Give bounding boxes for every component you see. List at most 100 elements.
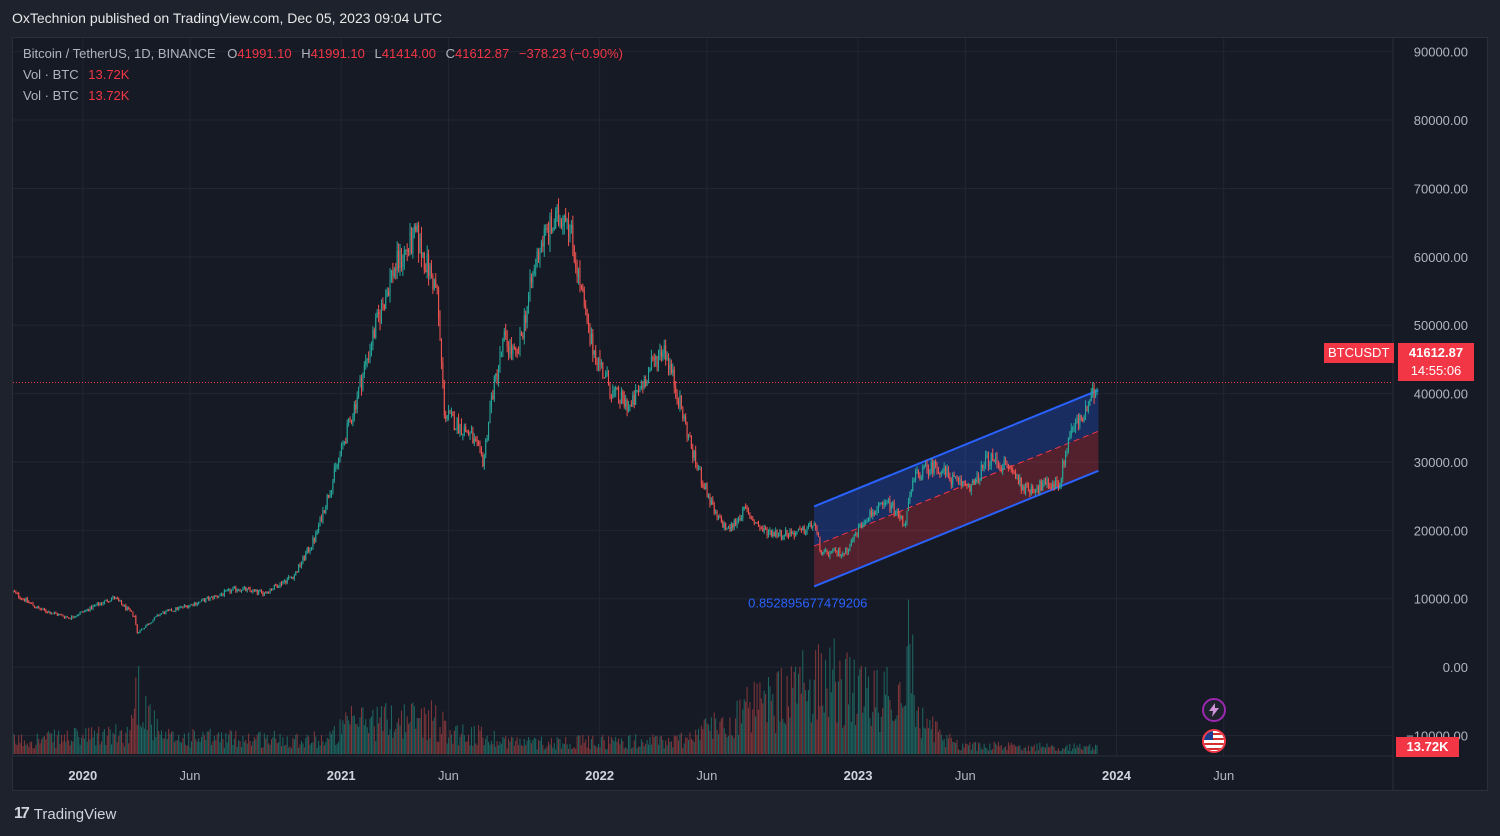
volume-bar bbox=[355, 723, 357, 754]
candle-body bbox=[235, 587, 237, 592]
candle-body bbox=[465, 426, 467, 432]
volume-bar bbox=[96, 733, 98, 754]
volume-bar bbox=[215, 740, 217, 754]
candle-body bbox=[1080, 415, 1082, 419]
candle-body bbox=[1017, 476, 1019, 484]
volume-label[interactable]: Vol · BTC bbox=[23, 88, 79, 103]
volume-bar bbox=[266, 735, 268, 754]
candle-body bbox=[870, 510, 872, 517]
candle-body bbox=[469, 432, 471, 436]
volume-bar bbox=[957, 749, 959, 754]
volume-bar bbox=[796, 703, 798, 754]
candle-body bbox=[176, 607, 178, 610]
candle-body bbox=[166, 609, 168, 611]
volume-bar bbox=[462, 724, 464, 754]
lightning-event-icon[interactable] bbox=[1202, 698, 1226, 722]
volume-bar bbox=[580, 745, 582, 754]
last-price-tag: 41612.87 14:55:06 bbox=[1398, 343, 1474, 381]
candle-body bbox=[428, 253, 430, 277]
symbol-title[interactable]: Bitcoin / TetherUS, 1D, BINANCE bbox=[23, 46, 216, 61]
volume-bar bbox=[449, 730, 451, 754]
volume-bar bbox=[1009, 745, 1011, 754]
volume-bar bbox=[568, 748, 570, 754]
volume-bar bbox=[702, 729, 704, 754]
chart-canvas[interactable]: 0.852895677479206 90000.0080000.0070000.… bbox=[13, 38, 1487, 790]
volume-bar bbox=[289, 746, 291, 754]
candle-body bbox=[762, 528, 764, 532]
candle-body bbox=[1050, 487, 1052, 489]
volume-bar bbox=[159, 734, 161, 754]
volume-bar bbox=[392, 737, 394, 754]
volume-bar bbox=[1035, 751, 1037, 754]
candle-body bbox=[500, 351, 502, 353]
volume-bar bbox=[976, 750, 978, 754]
volume-bar bbox=[1042, 746, 1044, 754]
candle-body bbox=[822, 551, 824, 555]
candle-body bbox=[807, 526, 809, 529]
volume-bar bbox=[179, 741, 181, 754]
volume-bar bbox=[1066, 745, 1068, 754]
candle-body bbox=[817, 532, 819, 537]
volume-bar bbox=[810, 722, 812, 754]
volume-bar bbox=[463, 735, 465, 754]
us-flag-event-icon[interactable] bbox=[1202, 729, 1226, 753]
volume-bar bbox=[1080, 748, 1082, 754]
candle-body bbox=[256, 589, 258, 594]
price-tick-label: 30000.00 bbox=[1414, 455, 1468, 470]
candle-body bbox=[1095, 394, 1097, 398]
volume-bar bbox=[205, 739, 207, 754]
candle-body bbox=[345, 441, 347, 444]
volume-bar bbox=[697, 728, 700, 754]
volume-bar bbox=[842, 727, 844, 754]
candle-body bbox=[790, 531, 792, 534]
candle-body bbox=[46, 611, 48, 613]
price-axis[interactable]: 90000.0080000.0070000.0060000.0050000.00… bbox=[1392, 38, 1468, 790]
candle-body bbox=[316, 531, 318, 533]
volume-bar bbox=[530, 743, 532, 754]
volume-bar bbox=[1073, 743, 1075, 754]
candle-body bbox=[228, 589, 230, 591]
candle-body bbox=[810, 522, 812, 528]
candle-body bbox=[152, 620, 154, 623]
candle-body bbox=[1069, 435, 1071, 438]
volume-bar bbox=[203, 735, 205, 754]
candle-body bbox=[568, 220, 570, 237]
volume-bar bbox=[1049, 747, 1051, 754]
volume-bar bbox=[480, 726, 482, 754]
volume-bar bbox=[893, 720, 895, 754]
candle-body bbox=[766, 528, 768, 536]
volume-bar bbox=[862, 712, 864, 754]
volume-bar bbox=[446, 743, 448, 754]
volume-bar bbox=[400, 710, 402, 754]
volume-label[interactable]: Vol · BTC bbox=[23, 67, 79, 82]
volume-bar bbox=[323, 745, 325, 754]
volume-bar bbox=[313, 731, 315, 754]
candle-body bbox=[400, 249, 402, 268]
volume-bar bbox=[128, 743, 130, 754]
volume-bar bbox=[233, 738, 235, 754]
volume-bar bbox=[987, 750, 989, 754]
tradingview-logo[interactable]: 17 TradingView bbox=[14, 805, 116, 823]
chart-panel[interactable]: 0.852895677479206 90000.00 80000.00 70000.… bbox=[12, 37, 1488, 791]
candle-body bbox=[56, 613, 58, 616]
regression-channel[interactable]: 0.852895677479206 bbox=[748, 389, 1099, 610]
volume-bar bbox=[472, 745, 474, 754]
volume-bar bbox=[1033, 744, 1035, 754]
volume-bar bbox=[62, 741, 64, 754]
candle-body bbox=[866, 520, 868, 522]
volume-bar bbox=[46, 732, 48, 754]
tradingview-mark-icon: 17 bbox=[14, 805, 30, 822]
volume-bar bbox=[419, 718, 421, 754]
volume-bar bbox=[1065, 746, 1067, 754]
candle-body bbox=[953, 474, 955, 478]
volume-bar bbox=[560, 748, 562, 754]
candle-body bbox=[623, 397, 625, 407]
volume-bar bbox=[432, 720, 434, 754]
time-axis[interactable]: 2020 Jun 2021 Jun 2022 Jun 2023 Jun 2024 Jun bbox=[13, 755, 1393, 783]
volume-bar bbox=[802, 650, 804, 754]
candle-body bbox=[322, 510, 324, 522]
candle-body bbox=[406, 250, 408, 252]
time-tick-label: 2020 bbox=[68, 768, 97, 783]
candle-body bbox=[478, 442, 480, 445]
candle-body bbox=[163, 611, 165, 614]
